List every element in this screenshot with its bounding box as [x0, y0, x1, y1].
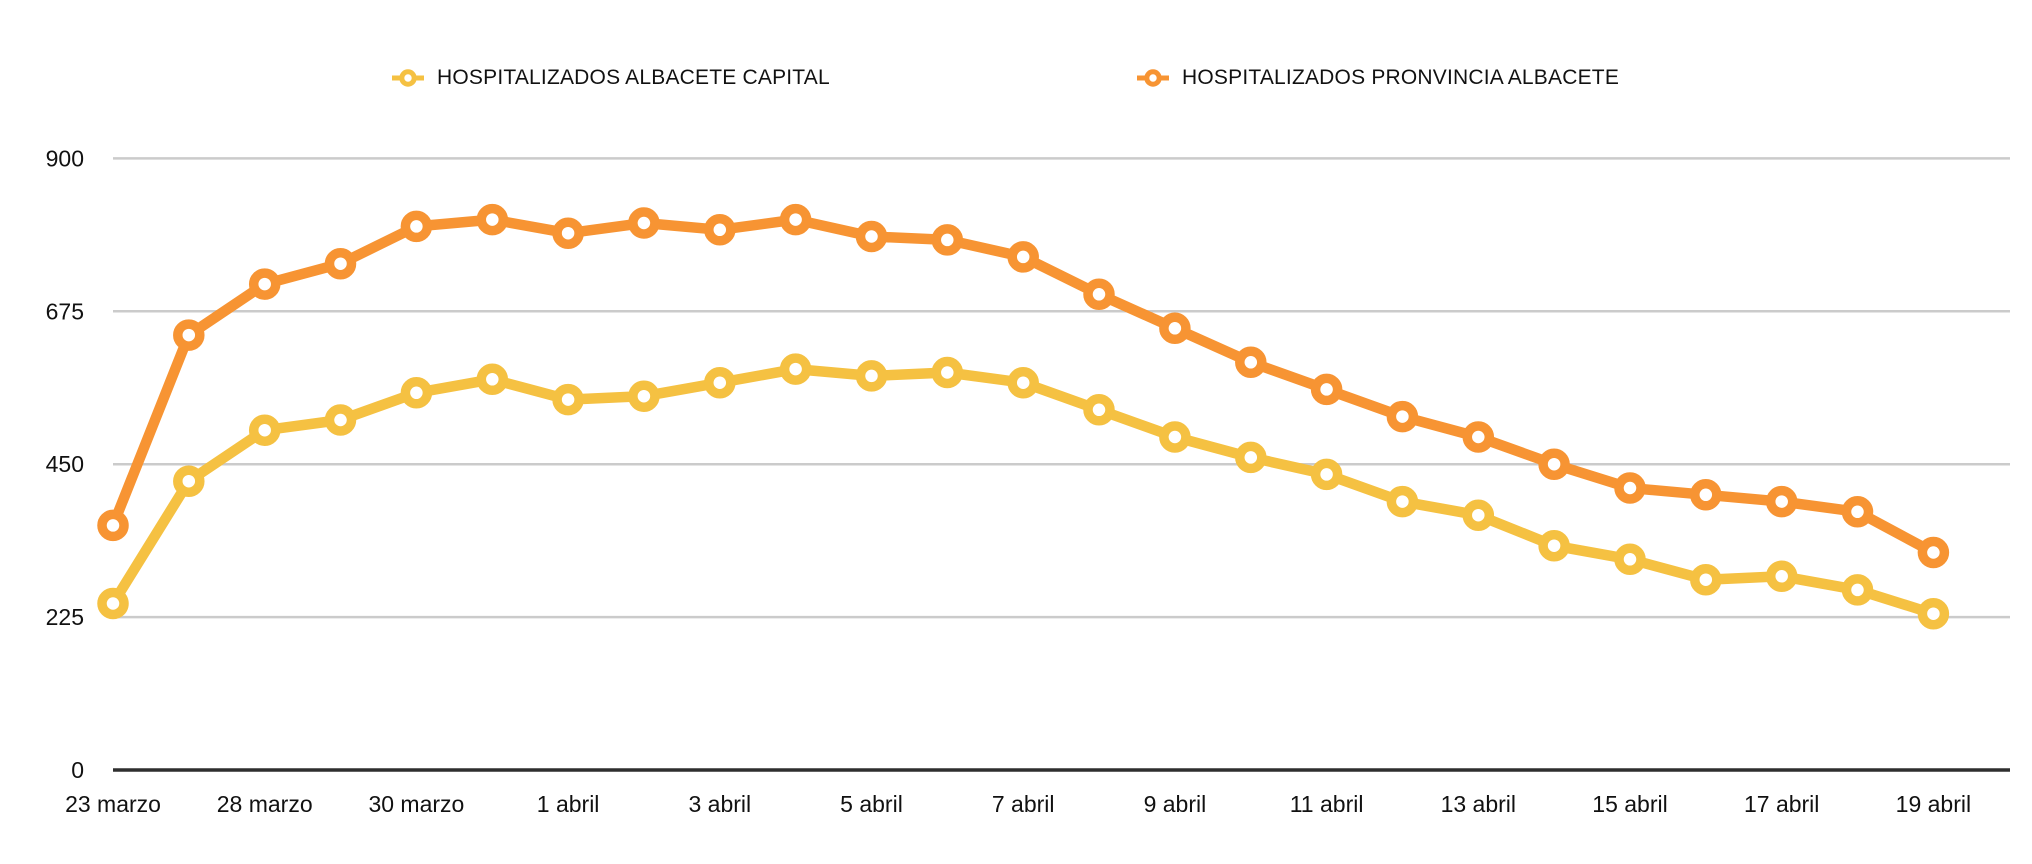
- data-point-capital-12: [931, 356, 964, 389]
- data-point-capital-18: [1386, 485, 1419, 518]
- x-axis-label-10: 13 abril: [1441, 791, 1516, 817]
- y-axis-label-0: 0: [71, 757, 84, 783]
- data-point-provincia-15: [1159, 312, 1191, 345]
- y-axis-label-675: 675: [46, 298, 84, 324]
- data-point-provincia-3: [248, 268, 281, 300]
- data-point-provincia-25: [1917, 536, 1950, 569]
- data-point-capital-3: [248, 414, 281, 446]
- x-axis-label-4: 1 abril: [537, 791, 600, 817]
- data-point-capital-16: [1235, 441, 1267, 474]
- data-point-provincia-23: [1765, 485, 1798, 518]
- data-point-provincia-20: [1538, 448, 1570, 480]
- x-axis-label-6: 5 abril: [840, 791, 903, 817]
- data-point-provincia-16: [1235, 346, 1267, 379]
- y-axis-label-225: 225: [46, 604, 84, 630]
- data-point-provincia-13: [1007, 241, 1039, 273]
- x-axis-label-8: 9 abril: [1144, 791, 1207, 817]
- data-point-provincia-2: [173, 319, 205, 351]
- x-axis-label-9: 11 abril: [1290, 791, 1364, 817]
- data-point-provincia-12: [931, 224, 964, 256]
- data-point-provincia-1: [97, 509, 129, 542]
- y-axis-labels-group: 0 225 450 675 900: [46, 145, 84, 783]
- gridlines-group: [113, 157, 2010, 772]
- x-axis-label-3: 30 marzo: [368, 791, 464, 817]
- data-point-capital-2: [173, 465, 205, 497]
- x-axis-label-13: 19 abril: [1896, 791, 1971, 817]
- data-point-provincia-6: [476, 203, 509, 236]
- data-point-capital-22: [1690, 563, 1722, 596]
- data-point-provincia-18: [1386, 400, 1419, 433]
- data-point-capital-15: [1159, 421, 1191, 453]
- data-point-provincia-19: [1462, 421, 1495, 453]
- data-point-capital-13: [1007, 366, 1039, 399]
- data-point-provincia-11: [855, 220, 888, 253]
- data-point-capital-5: [400, 377, 433, 409]
- data-point-provincia-9: [704, 214, 736, 246]
- data-point-capital-17: [1310, 458, 1343, 491]
- x-axis-label-11: 15 abril: [1592, 791, 1667, 817]
- data-point-capital-25: [1917, 597, 1950, 630]
- data-point-provincia-7: [552, 217, 584, 249]
- x-axis-labels-group: 23 marzo 28 marzo 30 marzo 1 abril 3 abril 5 …: [65, 791, 1971, 817]
- data-point-provincia-5: [400, 210, 433, 243]
- data-point-capital-24: [1841, 574, 1874, 606]
- data-point-provincia-22: [1690, 479, 1722, 511]
- data-point-capital-9: [704, 366, 736, 399]
- y-axis-label-450: 450: [46, 451, 84, 477]
- data-point-capital-20: [1538, 529, 1570, 562]
- data-point-provincia-17: [1310, 373, 1343, 406]
- data-point-capital-23: [1765, 560, 1798, 593]
- x-axis-label-12: 17 abril: [1744, 791, 1819, 817]
- x-axis-label-5: 3 abril: [688, 791, 751, 817]
- data-point-capital-8: [628, 380, 660, 412]
- data-point-capital-14: [1083, 394, 1115, 426]
- y-axis-label-900: 900: [46, 145, 84, 171]
- data-point-capital-10: [779, 353, 812, 385]
- data-point-capital-19: [1462, 499, 1495, 531]
- x-axis-label-7: 7 abril: [992, 791, 1055, 817]
- data-point-capital-4: [324, 404, 357, 436]
- data-point-provincia-24: [1841, 496, 1874, 528]
- data-point-provincia-14: [1083, 278, 1115, 311]
- data-point-provincia-21: [1614, 472, 1646, 504]
- series-group: [97, 203, 1950, 630]
- data-point-capital-7: [552, 383, 584, 416]
- data-point-capital-11: [855, 360, 888, 392]
- data-point-provincia-4: [324, 247, 357, 280]
- data-point-provincia-10: [779, 203, 812, 236]
- data-point-capital-21: [1614, 543, 1646, 576]
- data-point-capital-6: [476, 363, 509, 396]
- x-axis-label-1: 23 marzo: [65, 791, 161, 817]
- x-axis-label-2: 28 marzo: [217, 791, 313, 817]
- data-point-provincia-8: [628, 207, 660, 239]
- data-point-capital-1: [97, 587, 129, 620]
